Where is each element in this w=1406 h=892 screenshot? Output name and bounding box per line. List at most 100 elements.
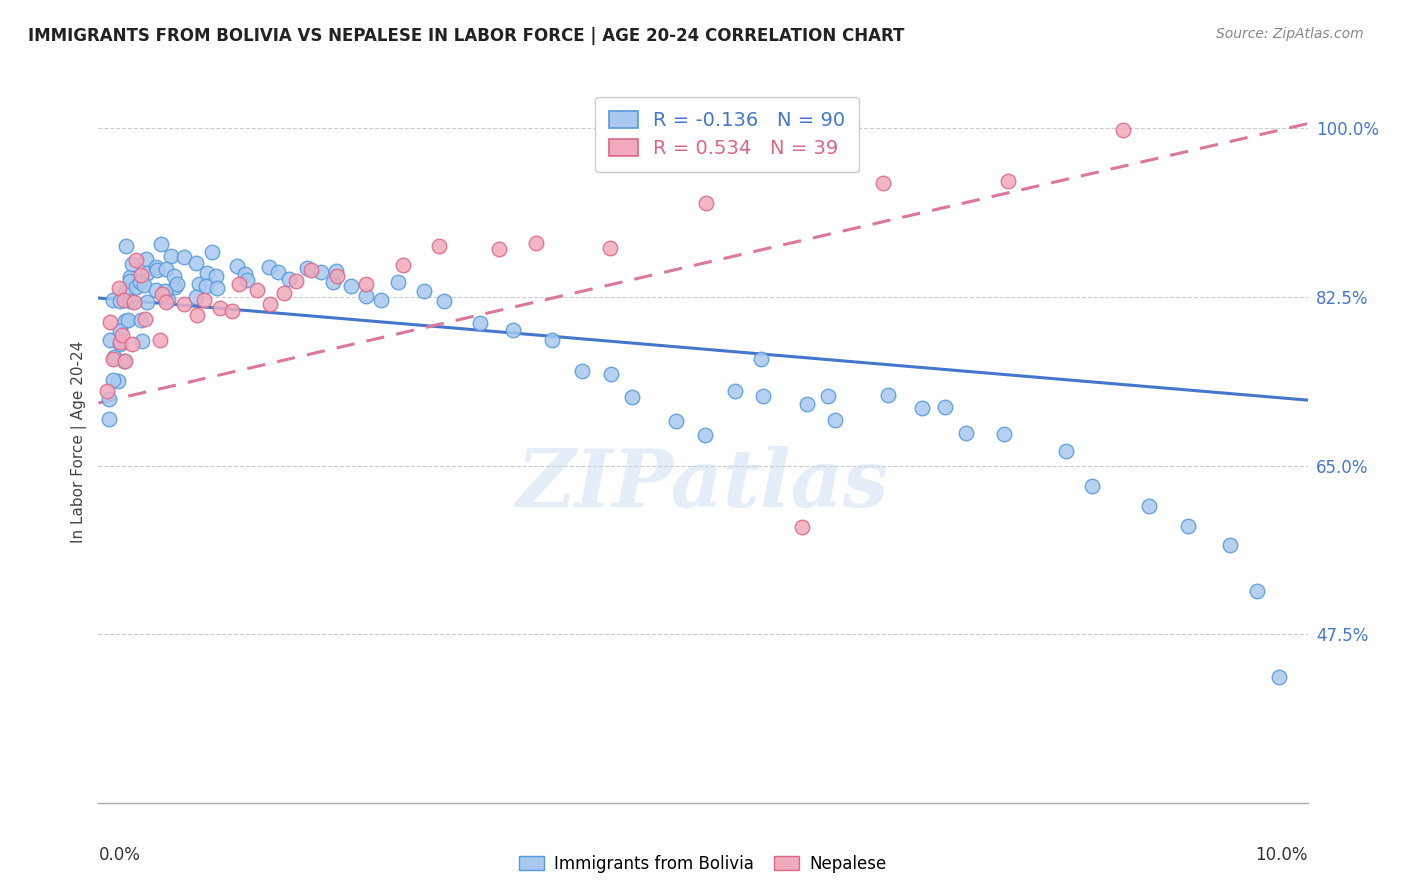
Point xyxy=(370,293,392,308)
Point xyxy=(195,266,218,280)
Point xyxy=(153,284,176,298)
Point xyxy=(134,312,156,326)
Point xyxy=(156,293,179,307)
Point xyxy=(114,354,136,368)
Point xyxy=(299,263,322,277)
Point xyxy=(121,257,143,271)
Point xyxy=(162,268,184,283)
Point xyxy=(149,237,172,252)
Point xyxy=(163,279,186,293)
Point xyxy=(124,294,146,309)
Point xyxy=(145,283,167,297)
Point xyxy=(824,413,846,427)
Point xyxy=(354,289,377,303)
Point xyxy=(173,250,195,264)
Point xyxy=(665,414,688,428)
Point xyxy=(107,374,129,388)
Point xyxy=(488,242,510,256)
Point xyxy=(277,272,299,286)
Point xyxy=(149,333,172,347)
Point xyxy=(205,281,228,295)
Point xyxy=(295,260,318,275)
Point xyxy=(1268,669,1291,683)
Point xyxy=(110,334,132,349)
Point xyxy=(749,351,772,366)
Point xyxy=(273,285,295,300)
Point xyxy=(136,295,159,310)
Point xyxy=(233,267,256,281)
Point xyxy=(1246,584,1268,599)
Point xyxy=(103,373,125,387)
Point xyxy=(128,276,150,290)
Point xyxy=(817,389,839,403)
Point xyxy=(146,262,169,277)
Point xyxy=(103,350,125,364)
Point xyxy=(101,352,124,367)
Point xyxy=(112,293,135,307)
Point xyxy=(131,334,153,348)
Point xyxy=(524,235,547,250)
Point xyxy=(433,293,456,308)
Point xyxy=(1137,500,1160,514)
Point xyxy=(110,337,132,351)
Point xyxy=(225,259,247,273)
Point xyxy=(205,268,228,283)
Point xyxy=(872,176,894,190)
Point xyxy=(208,301,231,315)
Point xyxy=(468,316,491,330)
Point xyxy=(934,400,956,414)
Point xyxy=(993,427,1015,442)
Point xyxy=(136,266,159,280)
Point xyxy=(600,367,623,381)
Point xyxy=(187,277,209,291)
Point xyxy=(997,174,1019,188)
Point xyxy=(322,275,344,289)
Point xyxy=(693,427,716,442)
Point xyxy=(267,265,290,279)
Point xyxy=(877,388,900,402)
Point xyxy=(115,285,138,299)
Point xyxy=(110,294,132,309)
Point xyxy=(1219,538,1241,552)
Point xyxy=(325,263,347,277)
Point xyxy=(125,279,148,293)
Point xyxy=(155,261,177,276)
Point xyxy=(150,287,173,301)
Point xyxy=(391,258,413,272)
Point xyxy=(184,290,207,304)
Point xyxy=(134,278,156,293)
Point xyxy=(184,256,207,270)
Point xyxy=(194,278,217,293)
Point xyxy=(111,328,134,343)
Point xyxy=(695,195,717,210)
Point xyxy=(790,520,813,534)
Point xyxy=(117,313,139,327)
Point xyxy=(115,239,138,253)
Point xyxy=(621,390,644,404)
Point xyxy=(110,325,132,339)
Legend: Immigrants from Bolivia, Nepalese: Immigrants from Bolivia, Nepalese xyxy=(513,848,893,880)
Point xyxy=(98,333,121,347)
Point xyxy=(246,283,269,297)
Point xyxy=(98,315,121,329)
Point xyxy=(1112,123,1135,137)
Point xyxy=(309,265,332,279)
Point xyxy=(101,293,124,308)
Point xyxy=(121,336,143,351)
Point xyxy=(502,323,524,337)
Text: IMMIGRANTS FROM BOLIVIA VS NEPALESE IN LABOR FORCE | AGE 20-24 CORRELATION CHART: IMMIGRANTS FROM BOLIVIA VS NEPALESE IN L… xyxy=(28,27,904,45)
Point xyxy=(911,401,934,415)
Point xyxy=(98,392,121,406)
Point xyxy=(160,249,183,263)
Legend: R = -0.136   N = 90, R = 0.534   N = 39: R = -0.136 N = 90, R = 0.534 N = 39 xyxy=(595,97,859,172)
Point xyxy=(1177,519,1199,533)
Point xyxy=(186,308,208,322)
Point xyxy=(1081,478,1104,492)
Text: Source: ZipAtlas.com: Source: ZipAtlas.com xyxy=(1216,27,1364,41)
Point xyxy=(221,304,243,318)
Point xyxy=(599,241,621,255)
Point xyxy=(413,285,436,299)
Point xyxy=(114,314,136,328)
Point xyxy=(571,364,593,378)
Point xyxy=(1054,443,1077,458)
